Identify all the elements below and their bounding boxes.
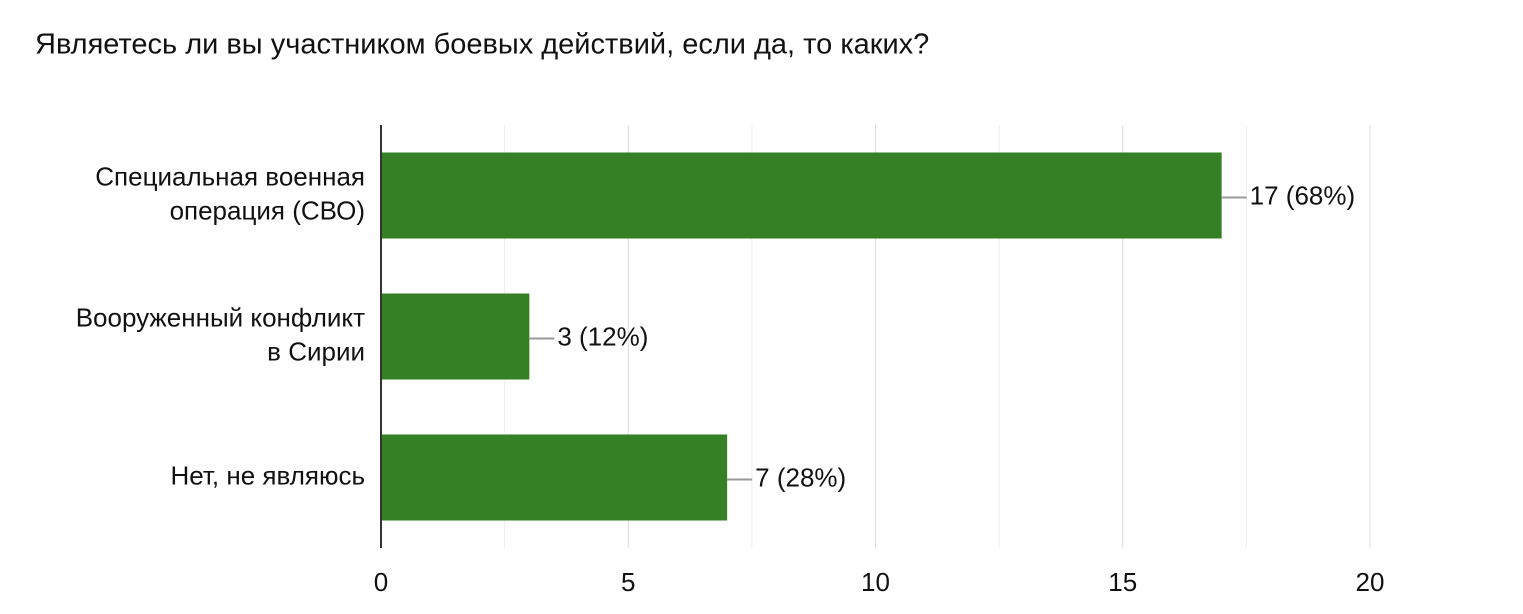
- bar: [381, 293, 530, 380]
- category-label: Специальная военная операция (СВО): [95, 161, 365, 225]
- category-label: Нет, не являюсь: [171, 460, 365, 490]
- value-label: 3 (12%): [557, 321, 648, 351]
- x-tick-label: 10: [861, 567, 890, 597]
- bar: [381, 152, 1222, 239]
- category-label-line: Специальная военная: [95, 161, 365, 191]
- category-label-line: операция (СВО): [170, 195, 365, 225]
- x-tick-label: 5: [621, 567, 635, 597]
- bar: [381, 434, 728, 521]
- category-label-line: Вооруженный конфликт: [76, 302, 365, 332]
- x-tick-label: 0: [374, 567, 388, 597]
- category-label: Вооруженный конфликт в Сирии: [76, 302, 365, 366]
- x-tick-label: 20: [1356, 567, 1385, 597]
- category-label-line: в Сирии: [267, 336, 365, 366]
- value-label: 17 (68%): [1250, 180, 1356, 210]
- chart-title: Являетесь ли вы участником боевых действ…: [35, 29, 929, 61]
- value-label: 7 (28%): [755, 462, 846, 492]
- x-tick-label: 15: [1108, 567, 1137, 597]
- category-label-line: Нет, не являюсь: [171, 460, 365, 490]
